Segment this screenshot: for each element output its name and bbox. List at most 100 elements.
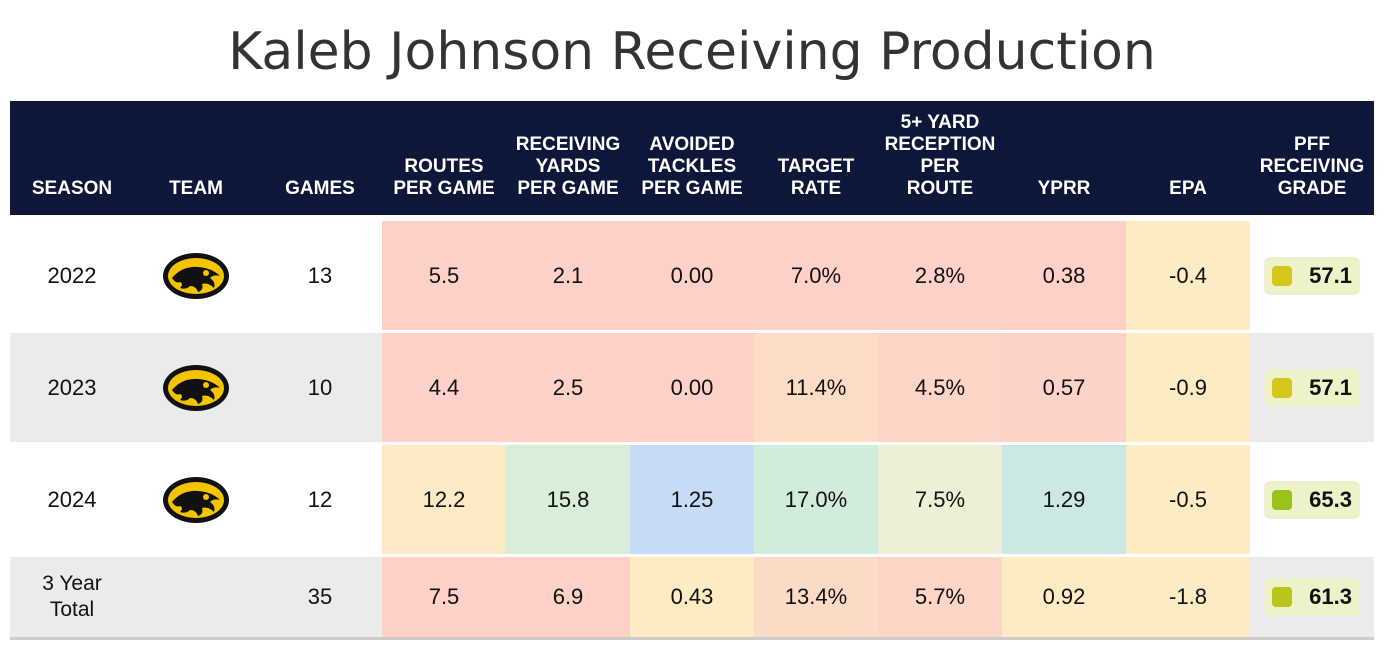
- table-row: 2022 13 5.5 2.1 0.00 7.0% 2.8% 0.38 -0.4 57.1: [10, 215, 1374, 333]
- cell-receiving-yards: 6.9: [506, 557, 630, 637]
- cell-target-rate: 17.0%: [754, 445, 878, 554]
- cell-games: 10: [258, 333, 382, 442]
- grade-value: 61.3: [1309, 584, 1352, 609]
- page-title: Kaleb Johnson Receiving Production: [228, 22, 1156, 82]
- cell-value: -0.5: [1169, 486, 1207, 512]
- cell-value: 0.92: [1042, 584, 1086, 609]
- cell-value: 7.5: [428, 584, 460, 609]
- cell-grade: 65.3: [1250, 445, 1374, 554]
- header-team: TEAM: [169, 178, 223, 199]
- cell-value: 6.9: [552, 584, 584, 609]
- iowa-hawkeyes-logo-icon: [163, 364, 229, 411]
- cell-season: 2023: [10, 333, 134, 442]
- cell-games: 12: [258, 445, 382, 554]
- cell-target-rate: 11.4%: [754, 333, 878, 442]
- cell-yprr: 0.92: [1002, 557, 1126, 637]
- header-season: SEASON: [31, 178, 113, 199]
- cell-value: 0.43: [670, 584, 714, 609]
- cell-value: 5.7%: [914, 584, 966, 609]
- cell-value: 2.8%: [914, 262, 966, 288]
- grade-value: 57.1: [1309, 262, 1352, 288]
- cell-epa: -0.4: [1126, 221, 1250, 330]
- cell-value: 35: [307, 584, 333, 609]
- cell-value: 1.25: [670, 486, 714, 512]
- cell-value: 2022: [47, 262, 97, 288]
- grade-badge: 57.1: [1264, 368, 1360, 407]
- cell-five-plus: 2.8%: [878, 221, 1002, 330]
- cell-value: -1.8: [1169, 584, 1207, 609]
- table-body: 2022 13 5.5 2.1 0.00 7.0% 2.8% 0.38 -0.4 57.1 2023…: [10, 215, 1374, 640]
- cell-team-logo: [134, 557, 258, 637]
- cell-grade: 57.1: [1250, 333, 1374, 442]
- cell-value: 2024: [47, 486, 97, 512]
- cell-value: 2.5: [552, 374, 584, 400]
- header-games: GAMES: [285, 178, 355, 199]
- cell-value: 0.00: [670, 262, 714, 288]
- header-pff-receiving-grade: PFF RECEIVING GRADE: [1259, 134, 1365, 199]
- grade-color-swatch: [1272, 377, 1292, 398]
- cell-avoided-tackles: 0.00: [630, 333, 754, 442]
- grade-badge: 65.3: [1264, 480, 1360, 519]
- cell-epa: -0.9: [1126, 333, 1250, 442]
- cell-season: 2022: [10, 221, 134, 330]
- cell-epa: -1.8: [1126, 557, 1250, 637]
- cell-value: -0.4: [1169, 262, 1207, 288]
- grade-color-swatch: [1272, 489, 1292, 510]
- cell-value: 5.5: [428, 262, 460, 288]
- cell-receiving-yards: 15.8: [506, 445, 630, 554]
- cell-five-plus: 7.5%: [878, 445, 1002, 554]
- cell-routes: 7.5: [382, 557, 506, 637]
- grade-value: 57.1: [1309, 374, 1352, 400]
- cell-routes: 5.5: [382, 221, 506, 330]
- cell-value: 0.00: [670, 374, 714, 400]
- cell-grade: 57.1: [1250, 221, 1374, 330]
- cell-value: 13.4%: [784, 584, 848, 609]
- table-row: 2024 12 12.2 15.8 1.25 17.0% 7.5% 1.29 -0.5 65.3: [10, 445, 1374, 557]
- cell-value: 12: [307, 486, 333, 512]
- iowa-hawkeyes-logo-icon: [163, 476, 229, 523]
- cell-routes: 4.4: [382, 333, 506, 442]
- cell-season: 2024: [10, 445, 134, 554]
- grade-badge: 57.1: [1264, 256, 1360, 295]
- grade-value: 65.3: [1309, 486, 1352, 512]
- cell-target-rate: 13.4%: [754, 557, 878, 637]
- cell-grade: 61.3: [1250, 557, 1374, 637]
- header-routes-per-game: ROUTES PER GAME: [393, 156, 495, 199]
- grade-color-swatch: [1272, 265, 1292, 286]
- cell-games: 35: [258, 557, 382, 637]
- header-yprr: YPRR: [1037, 178, 1091, 199]
- grade-color-swatch: [1272, 587, 1292, 607]
- cell-value: 4.5%: [914, 374, 966, 400]
- cell-value: 12.2: [422, 486, 466, 512]
- table-row: 3 Year Total 35 7.5 6.9 0.43 13.4% 5.7% 0.92 -1.8…: [10, 557, 1374, 640]
- cell-value: 1.29: [1042, 486, 1086, 512]
- cell-value: 2.1: [552, 262, 584, 288]
- grade-badge: 61.3: [1264, 578, 1360, 616]
- header-epa: EPA: [1169, 178, 1207, 199]
- cell-routes: 12.2: [382, 445, 506, 554]
- cell-avoided-tackles: 0.00: [630, 221, 754, 330]
- receiving-table: SEASON TEAM GAMES ROUTES PER GAME RECEIVI…: [10, 101, 1374, 640]
- cell-value: 15.8: [546, 486, 590, 512]
- cell-five-plus: 4.5%: [878, 333, 1002, 442]
- cell-team-logo: [134, 333, 258, 442]
- cell-value: 2023: [47, 374, 97, 400]
- cell-games: 13: [258, 221, 382, 330]
- cell-team-logo: [134, 221, 258, 330]
- cell-yprr: 1.29: [1002, 445, 1126, 554]
- header-receiving-yards-per-game: RECEIVING YARDS PER GAME: [515, 134, 621, 199]
- cell-yprr: 0.38: [1002, 221, 1126, 330]
- cell-value: 7.5%: [914, 486, 966, 512]
- cell-value: 11.4%: [785, 374, 847, 400]
- cell-season: 3 Year Total: [10, 557, 134, 637]
- cell-receiving-yards: 2.1: [506, 221, 630, 330]
- cell-value: 0.38: [1042, 262, 1086, 288]
- cell-team-logo: [134, 445, 258, 554]
- cell-receiving-yards: 2.5: [506, 333, 630, 442]
- cell-target-rate: 7.0%: [754, 221, 878, 330]
- cell-value: 13: [307, 262, 333, 288]
- cell-value: 4.4: [428, 374, 460, 400]
- cell-value: 7.0%: [790, 262, 842, 288]
- iowa-hawkeyes-logo-icon: [163, 252, 229, 299]
- header-avoided-tackles-per-game: AVOIDED TACKLES PER GAME: [641, 134, 743, 199]
